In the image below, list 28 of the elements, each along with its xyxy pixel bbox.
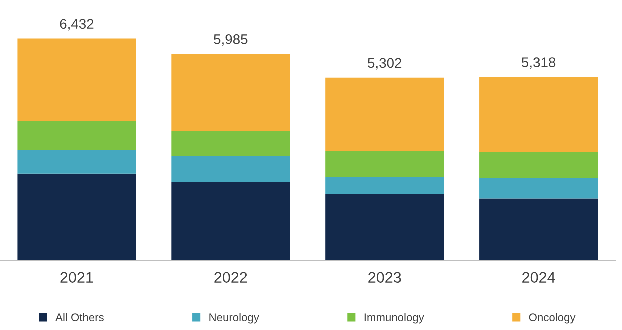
annotation: 5,302 [368,58,402,70]
bar [18,38,136,122]
bar [480,77,598,152]
bar [480,152,598,178]
bar [172,132,290,156]
bar [326,177,444,195]
bar [326,151,444,178]
bar [18,174,136,261]
annotation: 5,985 [214,34,248,46]
bar [18,150,136,174]
x-tick-label: 2021 [60,272,94,284]
bar [172,156,290,182]
x-tick-label: 2023 [368,272,402,284]
bar [18,121,136,150]
x-tick-label: 2024 [522,272,556,284]
bar [326,194,444,261]
legend-label: Neurology [210,313,260,324]
legend-label: Oncology [529,313,576,324]
bar [172,54,290,132]
annotation: 5,318 [522,58,556,70]
bar [480,178,598,199]
legend-label: All Others [56,313,104,322]
bar [480,198,598,261]
legend-label: Immunology [364,313,424,324]
bar [326,78,444,152]
x-tick-label: 2022 [214,272,248,284]
bar [172,182,290,261]
annotation: 6,432 [60,19,94,31]
